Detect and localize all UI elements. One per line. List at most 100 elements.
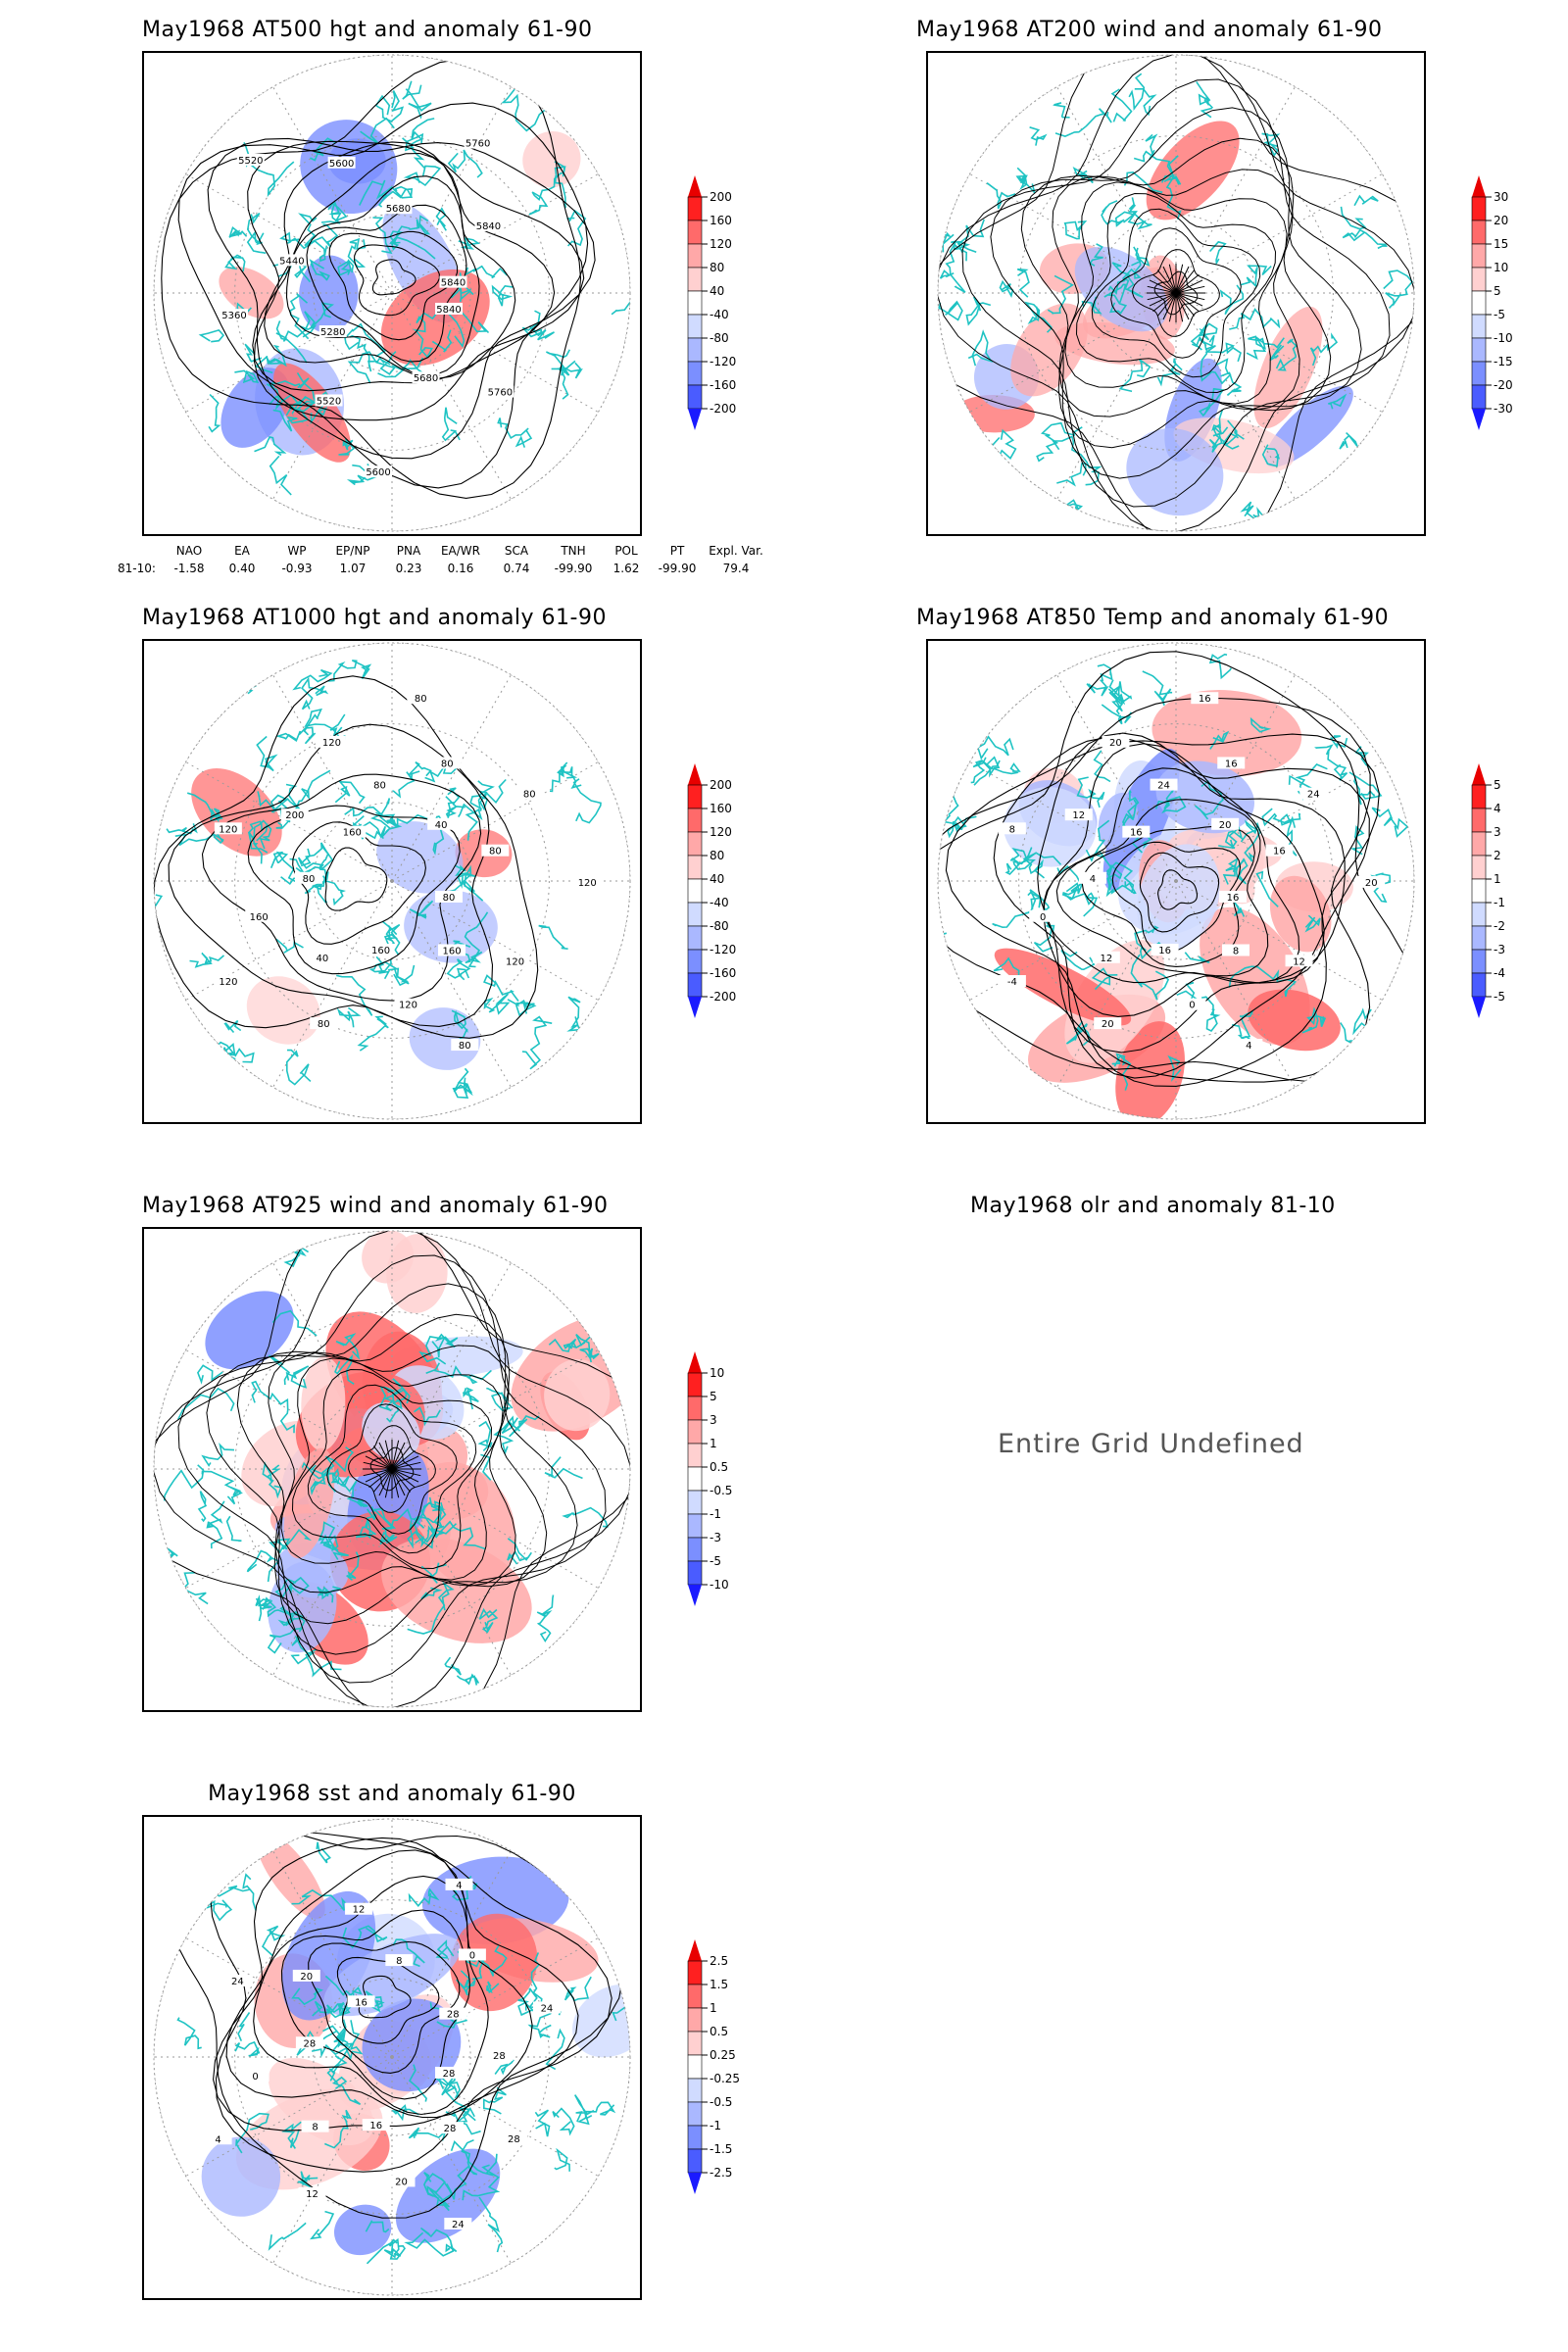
index-header-wp: WP — [287, 544, 307, 558]
coastline-segment — [275, 938, 304, 954]
coastline-segment — [1301, 1006, 1319, 1034]
coastline-segment — [389, 225, 411, 245]
index-value: 0.74 — [503, 562, 530, 575]
streamline — [154, 1231, 630, 1707]
coastline-segment — [1050, 496, 1084, 514]
index-value: 79.4 — [722, 562, 750, 575]
index-header-row: NAO EA WP EP/NP PNA EA/WR SCA TNH POL PT Expl. Var… — [118, 544, 763, 560]
latitude-circle — [234, 1311, 550, 1627]
coastline-segment — [1196, 80, 1213, 119]
contour-label: 20 — [1365, 878, 1378, 889]
anomaly-shading — [333, 2204, 392, 2256]
coastline-segment — [189, 952, 225, 968]
coastline-segment — [425, 2173, 450, 2208]
coastline-segment — [357, 1015, 389, 1052]
contour-label: 80 — [441, 759, 454, 769]
meridian-line — [969, 173, 1177, 294]
colorbar-label: 0.5 — [710, 1460, 728, 1474]
coastline-segment — [402, 80, 422, 100]
coastline-segment — [290, 1635, 316, 1665]
contour-label: 8 — [396, 1956, 402, 1967]
coastline-segment — [573, 2094, 593, 2123]
meridian-line — [1175, 173, 1383, 294]
colorbar-segment — [1471, 361, 1487, 386]
meridian-line — [1175, 292, 1296, 500]
colorbar-label: 120 — [710, 237, 732, 251]
map-boundary — [153, 1230, 631, 1708]
coastline-segment — [371, 1506, 398, 1545]
anomaly-shading — [323, 1934, 461, 2017]
index-header-pt: PT — [669, 544, 685, 558]
contour-label-bg — [433, 757, 462, 769]
latitude-circle — [1097, 802, 1255, 960]
index-value: 0.23 — [395, 562, 422, 575]
contour-label-bg — [338, 825, 367, 838]
streamline — [391, 1446, 412, 1470]
colorbar-segment — [1471, 902, 1487, 927]
coastline-segment — [1102, 857, 1137, 898]
colorbar-min-arrow — [688, 997, 702, 1018]
coastline-segment — [336, 974, 373, 1016]
streamline — [391, 1455, 419, 1470]
coastline-segment — [405, 88, 432, 120]
anomaly-shading — [1115, 1021, 1185, 1119]
colorbar-segment — [1471, 831, 1487, 857]
contour-label: 0 — [469, 1950, 475, 1961]
streamline — [1162, 292, 1177, 320]
contour-label-bg — [435, 2066, 464, 2079]
coastline-segment — [1383, 270, 1414, 309]
colorbar-segment — [687, 831, 703, 857]
contour-label: 28 — [443, 2069, 456, 2080]
colorbar-segment — [687, 1396, 703, 1421]
meridian-line — [272, 1262, 393, 1470]
coastline-segment — [392, 1938, 425, 1968]
contour-line — [945, 733, 1380, 1087]
coastline-segment — [557, 761, 578, 779]
coastline-segment — [1106, 863, 1123, 892]
contour-label: 40 — [435, 820, 448, 831]
contour-label: 20 — [1109, 738, 1122, 749]
colorbar-segment — [687, 784, 703, 809]
colorbar-segment — [687, 902, 703, 927]
colorbar-segment — [687, 1443, 703, 1468]
colorbar-segment — [1471, 196, 1487, 221]
streamline — [391, 1461, 421, 1470]
coastline-segment — [493, 1415, 521, 1455]
contour-label: 5280 — [320, 327, 345, 338]
coastline-segment — [1063, 220, 1088, 240]
coastline-segment — [275, 320, 308, 364]
coastline-segment — [419, 2227, 458, 2253]
coastline-segment — [444, 1656, 462, 1676]
contour-label: 80 — [459, 1041, 471, 1052]
colorbar-label: 30 — [1494, 190, 1508, 204]
index-header-ea: EA — [234, 544, 250, 558]
latitude-circle — [313, 802, 471, 960]
anomaly-shading — [273, 363, 352, 463]
coastline-segment — [575, 1334, 600, 1363]
anomaly-shading — [1253, 306, 1323, 429]
streamline — [365, 1455, 393, 1470]
coastline-segment — [380, 185, 414, 200]
index-header-epnp: EP/NP — [335, 544, 370, 558]
colorbar-segment — [687, 2148, 703, 2174]
contour-label-bg — [438, 944, 466, 956]
colorbar-label: -15 — [1494, 355, 1513, 368]
streamline — [372, 1468, 393, 1493]
coastline-segment — [408, 761, 432, 777]
colorbar-label: 0.25 — [710, 2048, 736, 2062]
coastline-segment — [1134, 88, 1157, 117]
coastline-segment — [446, 958, 471, 981]
index-value: 1.62 — [612, 562, 640, 575]
colorbar-label: -5 — [1494, 990, 1505, 1004]
coastline-segment — [1209, 730, 1230, 750]
panel-title-sst: May1968 sst and anomaly 61-90 — [208, 1782, 576, 1806]
colorbar-label: 40 — [710, 284, 724, 298]
coastline-segment — [1004, 848, 1029, 875]
colorbar-segment — [1471, 855, 1487, 880]
colorbar-segment — [687, 2054, 703, 2080]
coastline-segment — [1229, 308, 1281, 330]
streamline — [368, 1449, 393, 1470]
colorbar-segment — [687, 314, 703, 339]
anomaly-shading — [362, 1231, 415, 1284]
coastline-segment — [1340, 206, 1367, 230]
